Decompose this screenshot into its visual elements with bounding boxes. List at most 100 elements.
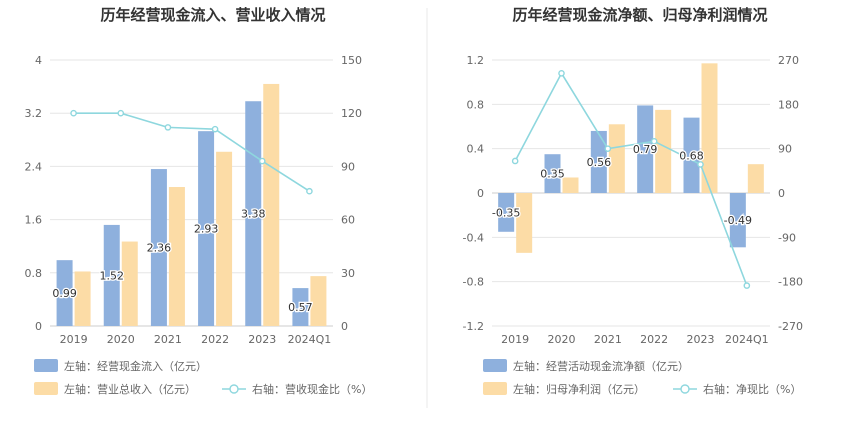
ratio-line-point [211, 125, 219, 133]
left-axis-tick-label: 0.8 [25, 267, 43, 280]
chart-panel-1: 历年经营现金流入、营业收入情况 0 0.8 1.6 2.4 3.2 4 0 30 60 90 120 1… [25, 6, 373, 396]
bar-primary [683, 117, 700, 193]
chart-title: 历年经营现金流入、营业收入情况 [100, 6, 325, 24]
bar-data-label: 2.36 [147, 242, 172, 255]
right-axis-tick-label: -90 [778, 231, 796, 244]
bar-secondary [74, 271, 91, 326]
legend-line-marker [680, 384, 690, 394]
left-axis-tick-label: -0.4 [463, 231, 484, 244]
ratio-line-point [511, 157, 519, 165]
bar-secondary [310, 276, 327, 326]
bar-secondary [121, 241, 138, 326]
bar-primary [498, 193, 515, 232]
bar-data-label: -0.49 [724, 214, 752, 227]
bar-data-label: 0.35 [540, 168, 565, 181]
x-axis-tick-label: 2020 [107, 333, 135, 346]
bar-data-label: 0.56 [587, 156, 612, 169]
ratio-line-point [306, 187, 313, 195]
ratio-line [514, 71, 748, 286]
x-axis-tick-label: 2021 [594, 333, 622, 346]
legend-label: 左轴：营业总收入（亿元） [64, 382, 196, 396]
right-axis-tick-label: -270 [778, 320, 803, 333]
bar-primary [150, 169, 167, 326]
legend-swatch [34, 382, 58, 395]
left-axis-tick-label: 4 [35, 54, 42, 67]
left-axis-tick-label: 0.8 [467, 98, 485, 111]
right-axis-tick-label: 60 [341, 214, 355, 227]
right-axis-tick-label: -180 [778, 276, 803, 289]
bar-data-label: -0.35 [492, 206, 520, 219]
left-axis-tick-label: 1.2 [467, 54, 485, 67]
ratio-line-point [70, 109, 77, 117]
x-axis-tick-label: 2024Q1 [725, 333, 769, 346]
bar-secondary [516, 193, 533, 253]
bar-data-label: 1.52 [100, 269, 125, 282]
x-axis-tick-label: 2023 [248, 333, 276, 346]
left-axis-tick-label: -0.8 [463, 276, 484, 289]
bar-secondary [608, 124, 625, 193]
bar-data-label: 2.93 [194, 223, 219, 236]
right-axis-tick-label: 120 [341, 107, 362, 120]
ratio-line-point [164, 124, 172, 131]
legend-swatch [483, 359, 507, 372]
bar-primary [292, 288, 309, 326]
bar-secondary [701, 63, 718, 194]
ratio-line-point [258, 157, 266, 165]
bar-primary [198, 131, 215, 326]
x-axis-tick-label: 2019 [60, 333, 88, 346]
ratio-line-point [558, 70, 565, 77]
legend-label: 右轴：营收现金比（%） [252, 382, 372, 396]
bar-data-label: 0.79 [633, 143, 658, 156]
left-axis-tick-label: 0 [35, 320, 42, 333]
ratio-line-point [743, 282, 751, 289]
ratio-line-point [697, 161, 704, 168]
x-axis-tick-label: 2021 [154, 333, 182, 346]
bar-secondary [216, 151, 233, 326]
legend-swatch [34, 359, 58, 372]
bar-data-label: 3.38 [241, 208, 266, 221]
right-axis-tick-label: 270 [778, 54, 799, 67]
x-axis-tick-label: 2024Q1 [288, 333, 332, 346]
right-axis-tick-label: 90 [341, 160, 355, 173]
left-axis-tick-label: 0 [477, 187, 484, 200]
left-axis-tick-label: 1.6 [25, 214, 43, 227]
bar-primary [103, 224, 120, 326]
ratio-line-point [604, 145, 612, 152]
left-axis-tick-label: 0.4 [467, 143, 485, 156]
bar-primary [56, 260, 73, 326]
x-axis-tick-label: 2023 [687, 333, 715, 346]
left-axis-tick-label: 2.4 [25, 160, 43, 173]
x-axis-tick-label: 2020 [548, 333, 576, 346]
ratio-line-point [650, 137, 658, 145]
bar-secondary [747, 164, 764, 193]
chart-panel-2: 历年经营现金流净额、归母净利润情况 -1.2 -0.8 -0.4 0 0.4 0.8 1.2 -… [463, 6, 803, 396]
right-axis-tick-label: 150 [341, 54, 362, 67]
legend-line-marker [229, 384, 239, 394]
bar-data-label: 0.68 [679, 149, 704, 162]
bar-data-label: 0.57 [288, 301, 313, 314]
bar-primary [544, 154, 561, 193]
bar-secondary [562, 177, 579, 193]
right-axis-tick-label: 0 [341, 320, 348, 333]
legend-label: 左轴：归母净利润（亿元） [513, 382, 645, 396]
bar-primary [590, 130, 607, 193]
ratio-line-point [117, 109, 125, 117]
bar-secondary [168, 187, 185, 326]
left-axis-tick-label: -1.2 [463, 320, 484, 333]
right-axis-tick-label: 90 [778, 143, 792, 156]
right-axis-tick-label: 180 [778, 98, 799, 111]
right-axis-tick-label: 0 [778, 187, 785, 200]
bar-data-label: 0.99 [52, 287, 77, 300]
legend-label: 右轴：净现比（%） [703, 382, 801, 396]
legend-label: 左轴：经营活动现金流净额（亿元） [513, 359, 689, 373]
legend-label: 左轴：经营现金流入（亿元） [64, 359, 207, 373]
chart-title: 历年经营现金流净额、归母净利润情况 [512, 6, 767, 24]
bar-secondary [263, 83, 280, 326]
x-axis-tick-label: 2019 [501, 333, 529, 346]
bar-primary [729, 193, 746, 248]
x-axis-tick-label: 2022 [640, 333, 668, 346]
bar-primary [637, 105, 654, 193]
x-axis-tick-label: 2022 [201, 333, 229, 346]
